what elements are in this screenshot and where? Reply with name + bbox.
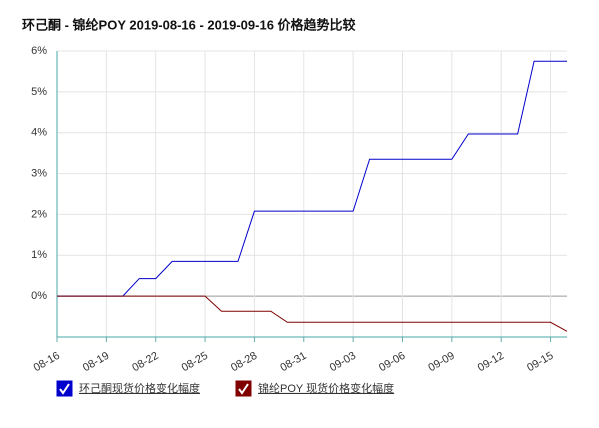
line-series [57,60,567,297]
chart-title: 环己酮 - 锦纶POY 2019-08-16 - 2019-09-16 价格趋势… [22,17,356,32]
x-tick-label: 09-03 [328,350,358,374]
x-tick-label: 08-22 [130,350,160,374]
x-tick-label: 09-12 [476,350,506,374]
y-tick-label: 1% [31,249,47,261]
legend-label[interactable]: 环己酮现货价格变化幅度 [79,381,200,395]
x-tick-label: 09-09 [426,350,456,374]
y-tick-label: 6% [31,45,47,57]
legend-checkbox[interactable] [235,380,252,397]
x-tick-label: 08-16 [32,350,62,374]
x-tick-label: 09-06 [377,350,407,374]
x-tick-label: 08-28 [229,350,259,374]
x-tick-label: 09-15 [525,350,555,374]
y-tick-label: 3% [31,167,47,179]
y-tick-label: 5% [31,86,47,98]
y-tick-label: 2% [31,208,47,220]
x-tick-label: 08-31 [278,350,308,374]
x-tick-label: 08-19 [81,350,111,374]
line-series [57,295,568,332]
legend-checkbox[interactable] [56,380,73,397]
x-tick-label: 08-25 [180,350,210,374]
y-tick-label: 0% [31,290,47,302]
legend-check [59,383,70,395]
legend-check [238,383,249,395]
legend-label[interactable]: 锦纶POY 现货价格变化幅度 [258,381,394,395]
y-tick-label: 4% [31,127,47,139]
